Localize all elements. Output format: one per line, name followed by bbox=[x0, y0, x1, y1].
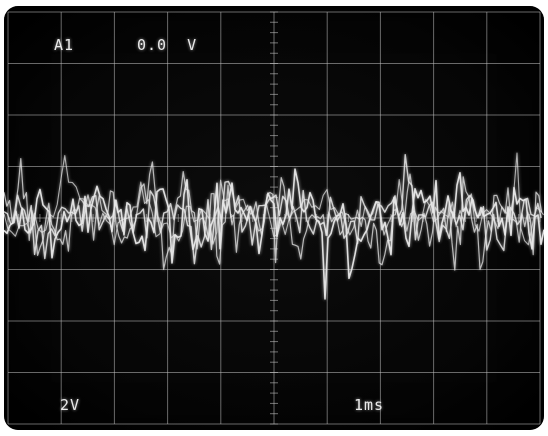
trace-sweep-4 bbox=[4, 152, 544, 246]
graticule bbox=[7, 11, 541, 425]
channel-label: A1 bbox=[54, 36, 75, 54]
volts-per-div-readout: 2V bbox=[60, 396, 81, 414]
crt-screen: A1 0.0 V 2V 1ms bbox=[4, 6, 544, 430]
noise-trace bbox=[4, 152, 544, 300]
trace-sweep-2 bbox=[4, 154, 542, 265]
offset-readout: 0.0 V bbox=[137, 36, 198, 54]
time-per-div-readout: 1ms bbox=[354, 396, 385, 414]
scope-display bbox=[4, 11, 544, 425]
trace-sweep-3 bbox=[4, 158, 543, 271]
